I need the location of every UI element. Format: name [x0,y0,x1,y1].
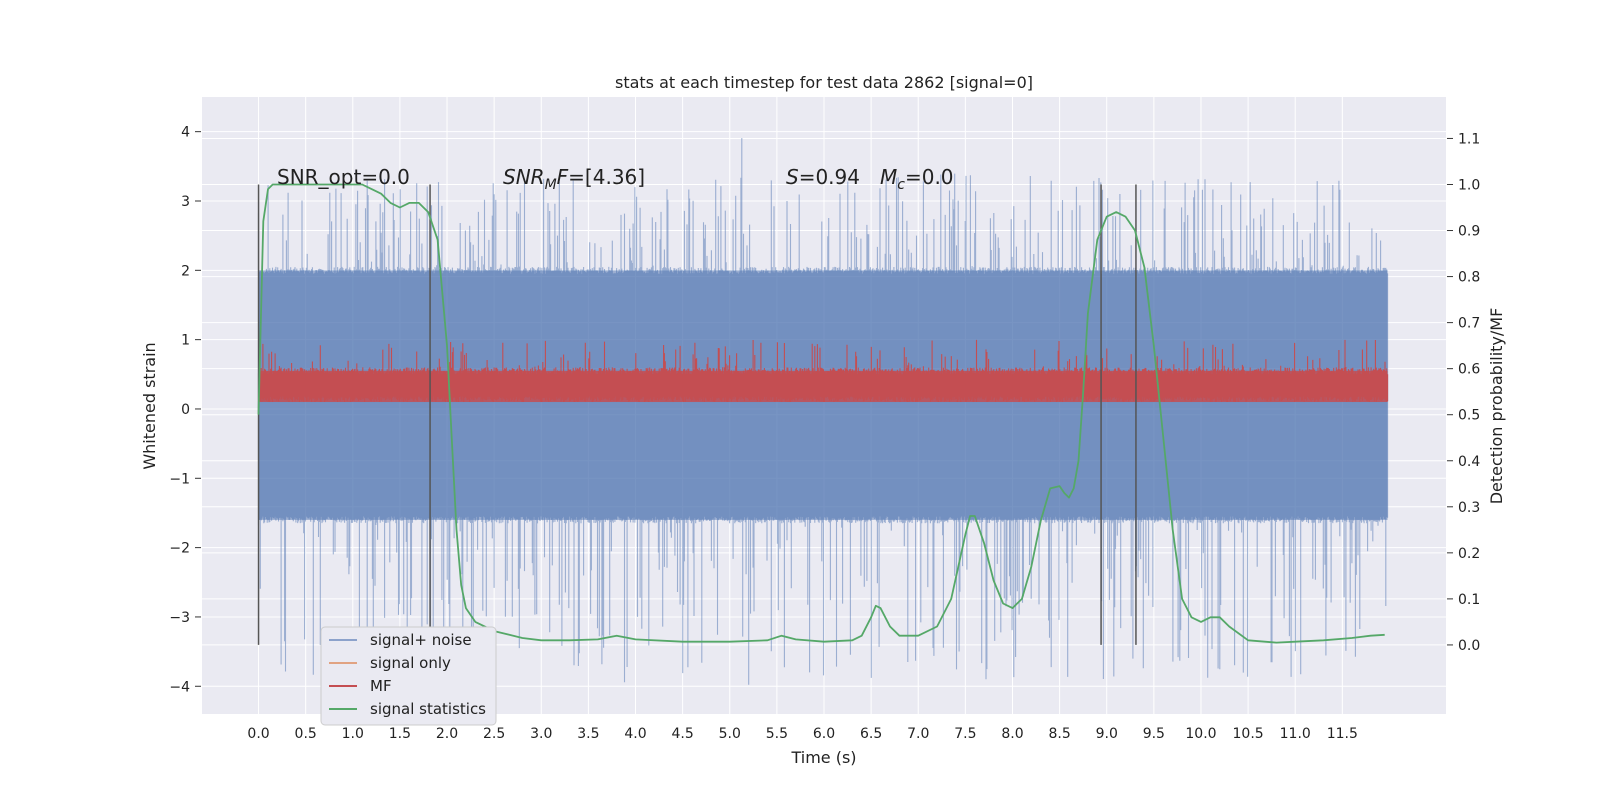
legend-label-mf: MF [370,677,392,695]
mc-symbol: M [880,165,897,189]
x-tick-label: 6.5 [860,726,882,742]
y-right-tick-label: 0.4 [1458,454,1480,470]
y-right-tick-label: 0.9 [1458,224,1480,240]
y-right-tick-label: 0.3 [1458,500,1480,516]
y-tick-label: 3 [181,194,190,210]
y-right-tick-label: 1.0 [1458,177,1480,193]
legend-label-signal-noise: signal+ noise [370,631,472,649]
x-axis-label: Time (s) [790,748,856,767]
s-symbol: S [786,165,799,189]
mc-annotation: Mc=0.0 [880,165,954,193]
y-right-tick-label: 1.1 [1458,131,1480,147]
x-tick-label: 8.5 [1048,726,1070,742]
legend-label-signal-only: signal only [370,654,451,672]
x-tick-label: 11.5 [1327,726,1358,742]
y-right-axis-label: Detection probability/MF [1487,308,1506,505]
y-right-tick-label: 0.5 [1458,408,1480,424]
legend-frame [320,626,497,726]
y-right-tick-label: 0.8 [1458,270,1480,286]
signal-statistics-series [257,183,1385,644]
tick-labels: 0.0 0.5 1.0 1.5 2.0 2.5 3.0 3.5 4.0 4.5 5.0 5.5 6.0 6… [169,125,1480,742]
chart-title: stats at each timestep for test data 286… [615,73,1033,92]
s-annotation: S=0.94 [786,165,860,189]
vertical-markers [257,184,1137,645]
x-tick-label: 0.0 [247,726,269,742]
y-tick-label: −1 [169,471,190,487]
y-tick-label: −2 [169,541,190,557]
mc-value: =0.0 [905,165,954,189]
y-tick-label: −4 [169,679,190,695]
signal-statistics-line [257,183,1385,644]
y-right-tick-label: 0.7 [1458,316,1480,332]
x-tick-label: 4.5 [672,726,694,742]
x-tick-label: 4.0 [624,726,646,742]
x-tick-label: 9.5 [1143,726,1165,742]
y-tick-label: 4 [181,125,190,141]
x-tick-label: 9.0 [1096,726,1118,742]
x-tick-label: 2.0 [436,726,458,742]
y-tick-label: 1 [181,333,190,349]
x-tick-label: 11.0 [1280,726,1311,742]
x-tick-label: 5.0 [719,726,741,742]
snr-mf-annotation: SNRMF=[4.36] [503,165,645,193]
snr-mf-symbol-2: F [557,165,569,189]
s-value: =0.94 [799,165,860,189]
x-tick-label: 5.5 [766,726,788,742]
snr-opt-annotation: SNR_opt=0.0 [277,165,410,189]
x-tick-label: 7.0 [907,726,929,742]
y-right-tick-label: 0.6 [1458,362,1480,378]
x-tick-label: 3.0 [530,726,552,742]
legend: signal+ noise signal only MF signal stat… [320,626,497,726]
y-right-tick-label: 0.2 [1458,546,1480,562]
x-tick-label: 2.5 [483,726,505,742]
x-tick-label: 0.5 [295,726,317,742]
snr-mf-value: =[4.36] [568,165,645,189]
y-tick-label: 0 [181,402,190,418]
x-tick-label: 6.0 [813,726,835,742]
x-tick-label: 1.5 [389,726,411,742]
snr-mf-subscript: M [545,177,557,193]
x-tick-label: 10.5 [1233,726,1264,742]
snr-mf-symbol: SNR [503,165,545,189]
x-tick-label: 7.5 [954,726,976,742]
y-tick-label: −3 [169,610,190,626]
x-tick-label: 8.0 [1001,726,1023,742]
y-tick-label: 2 [181,263,190,279]
y-right-tick-label: 0.1 [1458,592,1480,608]
x-tick-label: 1.0 [342,726,364,742]
x-tick-label: 10.0 [1185,726,1216,742]
y-axis-label: Whitened strain [140,342,159,469]
mc-subscript: c [897,177,905,193]
y-right-tick-label: 0.0 [1458,638,1480,654]
legend-label-signal-statistics: signal statistics [370,700,486,718]
x-tick-label: 3.5 [577,726,599,742]
